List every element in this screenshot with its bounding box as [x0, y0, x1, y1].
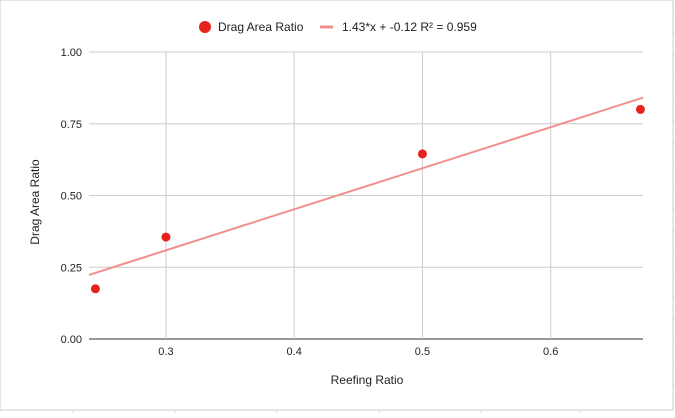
trendline: [88, 96, 644, 276]
points-layer: [90, 104, 645, 294]
data-point: [161, 232, 171, 242]
y-tick-label: 0.25: [61, 262, 82, 274]
data-point: [90, 284, 100, 294]
y-tick-label: 1.00: [61, 47, 82, 59]
x-axis-title: Reefing Ratio: [331, 373, 404, 387]
y-tick-label: 0.00: [61, 334, 82, 346]
y-tick-label: 0.50: [61, 191, 82, 203]
legend-label-drag-area-ratio: Drag Area Ratio: [218, 20, 304, 34]
data-point: [635, 104, 645, 114]
tick-labels: 0.00 0.25 0.50 0.75 1.00 0.3 0.4 0.5 0.6: [61, 47, 559, 358]
legend-marker-drag-area-ratio: [199, 21, 211, 33]
gridlines: [89, 51, 643, 340]
y-axis-title: Drag Area Ratio: [28, 159, 42, 245]
x-tick-label: 0.4: [287, 346, 302, 358]
trendline-layer: [88, 96, 644, 276]
data-point: [417, 149, 427, 159]
legend-label-trendline: 1.43*x + -0.12 R² = 0.959: [342, 20, 477, 34]
y-tick-label: 0.75: [61, 119, 82, 131]
x-tick-label: 0.3: [158, 346, 173, 358]
legend: Drag Area Ratio 1.43*x + -0.12 R² = 0.95…: [199, 20, 477, 34]
x-tick-label: 0.6: [543, 346, 558, 358]
x-tick-label: 0.5: [415, 346, 430, 358]
